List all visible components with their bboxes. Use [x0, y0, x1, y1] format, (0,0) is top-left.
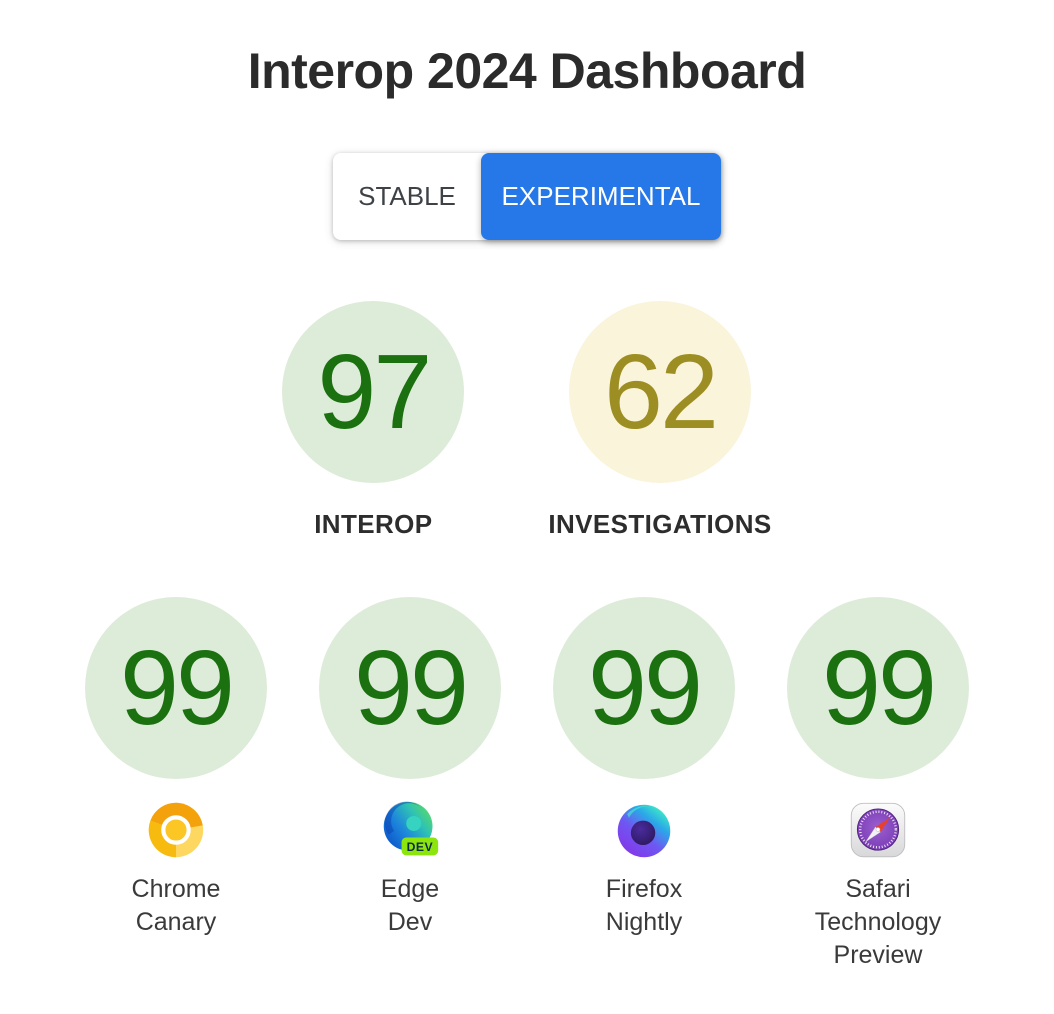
view-toggle-row: STABLE EXPERIMENTAL [0, 153, 1054, 240]
chrome-canary-score-circle: 99 [85, 597, 267, 779]
browser-scores: 99 Chrome Canary 99 [0, 597, 1054, 972]
browser-edge-dev: 99 [319, 597, 501, 972]
interop-score-value: 97 [317, 333, 432, 451]
investigations-score-circle: 62 [569, 301, 751, 483]
browser-safari-technology-preview: 99 [787, 597, 969, 972]
chrome-canary-icon [146, 800, 206, 860]
chrome-canary-score-value: 99 [120, 629, 235, 747]
interop-score: 97 INTEROP [282, 301, 465, 540]
investigations-score-label: INVESTIGATIONS [548, 509, 772, 539]
edge-dev-score-value: 99 [354, 629, 469, 747]
interop-score-circle: 97 [282, 301, 465, 483]
tab-stable[interactable]: STABLE [333, 153, 481, 240]
safari-technology-preview-score-circle: 99 [787, 597, 969, 779]
investigations-score: 62 INVESTIGATIONS [548, 301, 771, 540]
firefox-nightly-name: Firefox Nightly [605, 875, 683, 936]
edge-dev-badge-label: DEV [407, 840, 434, 854]
safari-technology-preview-score-value: 99 [822, 629, 937, 747]
firefox-nightly-icon [614, 800, 674, 860]
investigations-score-value: 62 [604, 333, 719, 451]
firefox-nightly-score-circle: 99 [553, 597, 735, 779]
safari-technology-preview-name: Safari Technology Preview [814, 875, 942, 969]
edge-dev-icon: DEV [380, 800, 440, 860]
edge-dev-score-circle: 99 [319, 597, 501, 779]
browser-chrome-canary: 99 Chrome Canary [85, 597, 267, 972]
browser-firefox-nightly: 99 [553, 597, 735, 972]
page-title: Interop 2024 Dashboard [247, 43, 807, 99]
safari-technology-preview-icon [848, 800, 908, 860]
chrome-canary-name: Chrome Canary [131, 875, 221, 936]
summary-scores: 97 INTEROP 62 INVESTIGATIONS [0, 301, 1054, 540]
view-toggle: STABLE EXPERIMENTAL [333, 153, 721, 240]
interop-score-label: INTEROP [314, 509, 433, 539]
edge-dev-badge: DEV [401, 837, 439, 856]
tab-experimental[interactable]: EXPERIMENTAL [481, 153, 721, 240]
edge-dev-name: Edge Dev [380, 875, 440, 936]
interop-dashboard: Interop 2024 Dashboard STABLE EXPERIMENT… [0, 42, 1054, 1014]
firefox-nightly-score-value: 99 [588, 629, 703, 747]
